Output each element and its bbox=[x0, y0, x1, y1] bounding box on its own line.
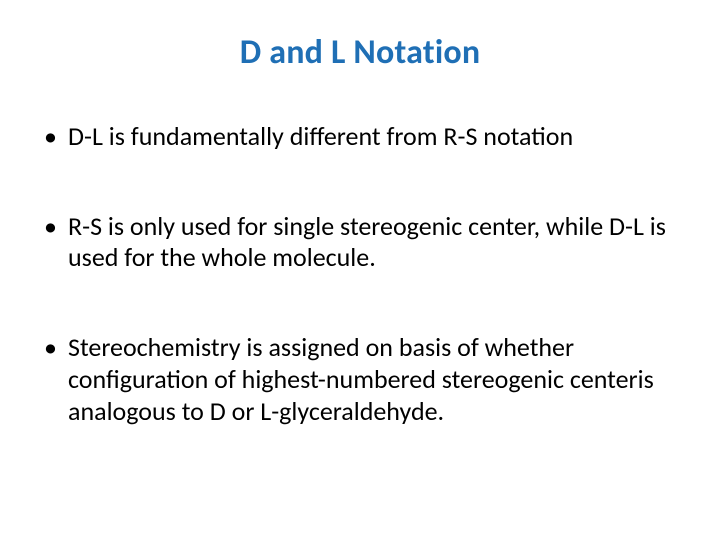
slide-title: D and L Notation bbox=[38, 32, 682, 73]
bullet-item: Stereochemistry is assigned on basis of … bbox=[38, 332, 682, 427]
bullet-item: D-L is fundamentally different from R-S … bbox=[38, 121, 682, 153]
bullet-item: R-S is only used for single stereogenic … bbox=[38, 211, 682, 274]
bullet-list: D-L is fundamentally different from R-S … bbox=[38, 121, 682, 427]
